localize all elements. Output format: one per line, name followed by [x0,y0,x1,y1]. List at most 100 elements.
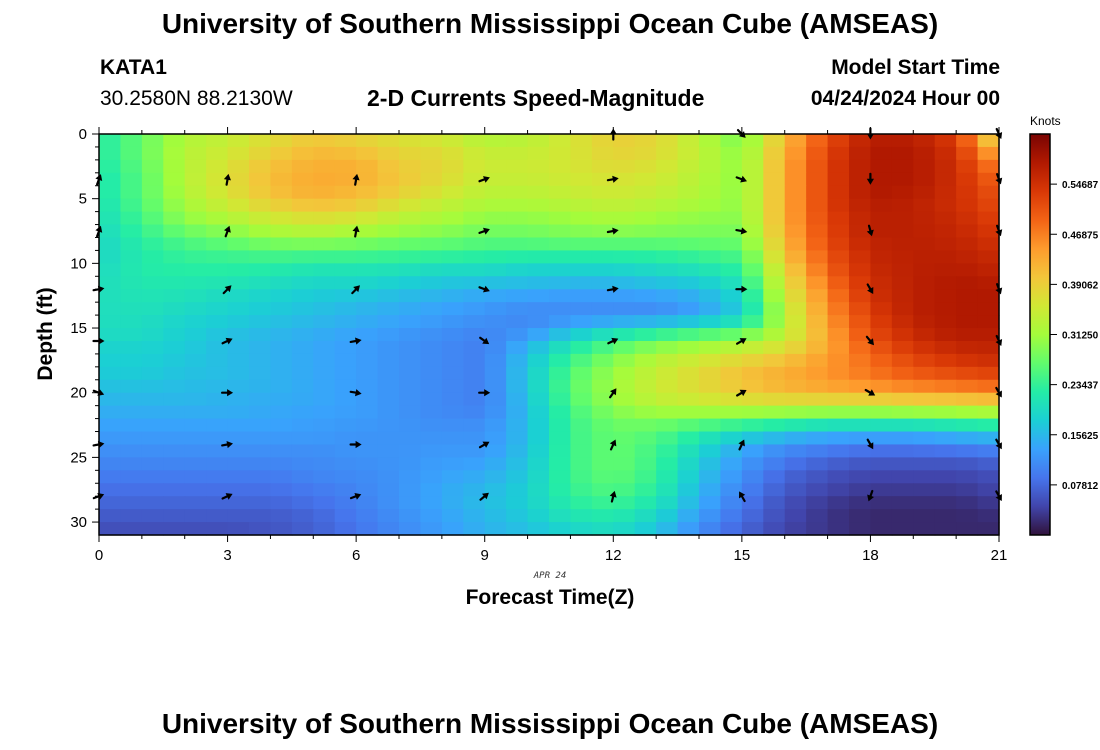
heatmap-cell [677,276,700,290]
heatmap-cell [420,509,443,523]
heatmap-cell [827,250,850,264]
heatmap-cell [377,172,400,187]
current-vector-arrow [735,338,747,345]
heatmap-cell [99,224,122,239]
heatmap-cell [870,172,893,187]
heatmap-cell [420,328,443,342]
heatmap-cell [806,366,829,381]
heatmap-cell [591,198,614,213]
heatmap-cell [784,185,807,200]
station-coordinates: 30.2580N 88.2130W [100,87,293,110]
heatmap-cell [656,522,679,536]
heatmap-cell [549,366,572,381]
heatmap-cell [99,496,122,510]
heatmap-cell [313,470,336,484]
heatmap-cell [120,198,143,213]
heatmap-cell [206,276,229,290]
heatmap-cell [291,315,314,329]
heatmap-cell [656,263,679,277]
heatmap-cell [977,444,1000,458]
heatmap-cell [570,496,593,510]
heatmap-cell [184,457,207,471]
heatmap-cell [891,185,914,200]
heatmap-cell [506,289,529,303]
heatmap-cell [549,185,572,200]
heatmap-cell [570,134,593,148]
heatmap-cell [291,431,314,446]
heatmap-cell [849,134,872,148]
heatmap-cell [699,211,722,226]
heatmap-cell [484,470,507,484]
heatmap-cell [634,302,657,316]
heatmap-cell [420,366,443,381]
heatmap-cell [891,276,914,290]
heatmap-cell [184,211,207,226]
heatmap-cell [956,509,979,523]
heatmap-cell [977,224,1000,239]
heatmap-cell [784,134,807,148]
heatmap-cell [677,340,700,355]
heatmap-cell [870,250,893,264]
heatmap-cell [270,328,293,342]
current-vector-arrow [352,225,360,238]
heatmap-cell [741,263,764,277]
heatmap-cell [270,418,293,433]
heatmap-cell [249,276,272,290]
heatmap-cell [956,172,979,187]
current-vector-arrow [735,175,747,183]
heatmap-cell [677,405,700,420]
heatmap-cell [163,172,186,187]
heatmap-cell [441,159,464,174]
heatmap-cell [463,315,486,329]
heatmap-cell [120,405,143,420]
heatmap-cell [463,457,486,471]
heatmap-cell [313,379,336,394]
heatmap-cell [399,276,422,290]
x-tick-label: 0 [95,547,103,564]
heatmap-cell [463,224,486,239]
heatmap-cell [934,172,957,187]
model-start-label: Model Start Time [831,56,1000,79]
heatmap-cell [763,522,786,536]
heatmap-cell [227,224,250,239]
heatmap-cell [420,172,443,187]
heatmap-cell [356,250,379,264]
heatmap-cell [741,276,764,290]
heatmap-cell [849,444,872,458]
heatmap-cell [806,185,829,200]
heatmap-cell [334,366,357,381]
heatmap-cell [484,263,507,277]
heatmap-cell [184,470,207,484]
heatmap-cell [956,146,979,161]
heatmap-cell [977,340,1000,355]
heatmap-cell [956,134,979,148]
heatmap-cell [527,224,550,239]
heatmap-cell [806,237,829,252]
heatmap-cell [849,496,872,510]
heatmap-cell [206,159,229,174]
heatmap-cell [634,276,657,290]
heatmap-cell [163,146,186,161]
heatmap-cell [699,250,722,264]
heatmap-cell [634,470,657,484]
heatmap-cell [334,353,357,368]
heatmap-cell [806,224,829,239]
heatmap-cell [99,159,122,174]
heatmap-cell [506,418,529,433]
heatmap-cell [270,211,293,226]
heatmap-cell [270,315,293,329]
heatmap-cell [120,134,143,148]
heatmap-cell [506,276,529,290]
heatmap-cell [763,302,786,316]
heatmap-cell [977,146,1000,161]
heatmap-cell [634,418,657,433]
heatmap-cell [634,134,657,148]
heatmap-cell [570,315,593,329]
heatmap-cell [356,276,379,290]
heatmap-cell [441,340,464,355]
heatmap-cell [399,392,422,407]
heatmap-cell [934,224,957,239]
heatmap-cell [741,198,764,213]
heatmap-cell [934,302,957,316]
heatmap-cell [484,289,507,303]
